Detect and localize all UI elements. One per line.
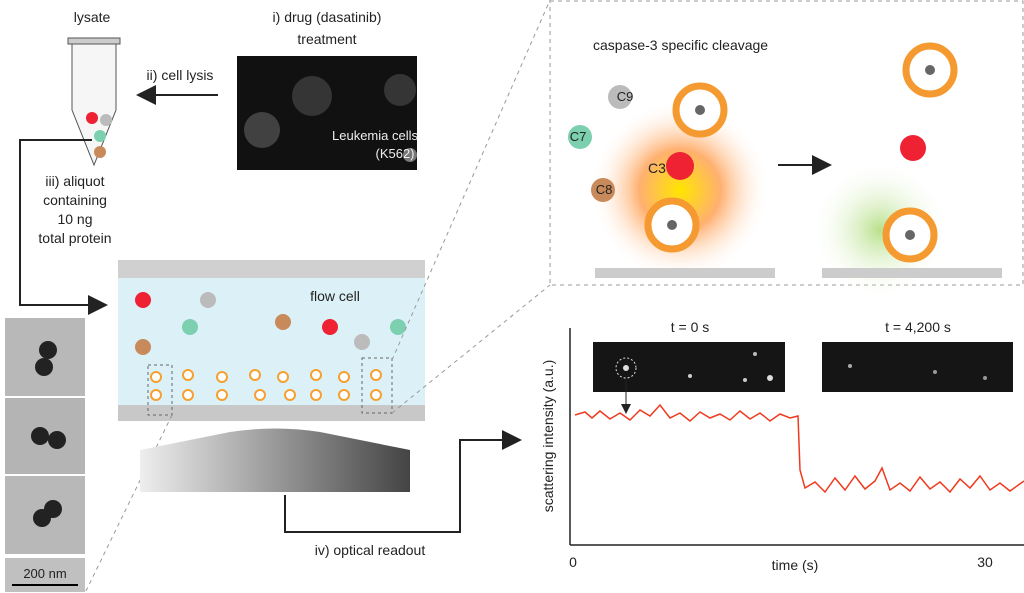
aliquot-label: containing: [43, 192, 107, 208]
x-tick-label: 30: [977, 554, 993, 570]
y-label: scattering intensity (a.u.): [540, 360, 556, 513]
caspase-label: C3: [648, 160, 666, 176]
frame-label: t = 4,200 s: [885, 319, 951, 335]
caspase-label: C7: [570, 129, 587, 144]
aliquot-label: 10 ng: [57, 211, 92, 227]
frame: [593, 342, 785, 392]
x-label: time (s): [772, 557, 819, 573]
figure: lysate i) drug (dasatinib) treatment Leu…: [0, 0, 1024, 593]
frame-label: t = 0 s: [671, 319, 710, 335]
drug-label: treatment: [297, 31, 356, 47]
lysate-label: lysate: [74, 9, 111, 25]
caspase-label: C8: [596, 182, 613, 197]
cells-label: Leukemia cells: [332, 128, 418, 143]
tube: [68, 38, 120, 165]
cleavage-title: caspase-3 specific cleavage: [593, 37, 768, 53]
aliquot-label: iii) aliquot: [45, 173, 104, 189]
tem-images: [5, 318, 85, 592]
drug-label: i) drug (dasatinib): [273, 9, 382, 25]
trace: [575, 405, 1024, 492]
objective: [140, 429, 410, 493]
flow-cell: [118, 260, 425, 421]
scale-bar-label: 200 nm: [23, 566, 66, 581]
cells-label: (K562): [375, 146, 414, 161]
flow-cell-label: flow cell: [310, 288, 360, 304]
caspase-label: C9: [617, 89, 634, 104]
x-tick-label: 0: [569, 554, 577, 570]
aliquot-label: total protein: [38, 230, 111, 246]
readout-label: iv) optical readout: [315, 542, 426, 558]
lysis-label: ii) cell lysis: [147, 67, 214, 83]
page: lysate i) drug (dasatinib) treatment Leu…: [0, 0, 1024, 593]
